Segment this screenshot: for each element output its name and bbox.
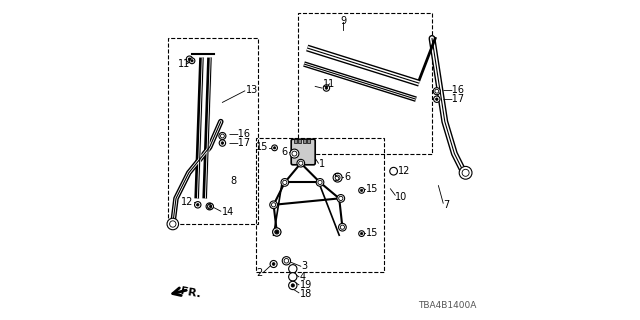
- Circle shape: [273, 228, 280, 236]
- Text: 10: 10: [396, 192, 408, 202]
- Text: 13: 13: [246, 84, 258, 95]
- Circle shape: [272, 145, 278, 151]
- Circle shape: [196, 204, 199, 206]
- FancyBboxPatch shape: [291, 139, 315, 165]
- Text: FR.: FR.: [179, 286, 201, 300]
- Circle shape: [291, 284, 294, 287]
- Text: 4: 4: [300, 272, 306, 282]
- Circle shape: [290, 149, 299, 158]
- Bar: [168, 38, 258, 224]
- Circle shape: [275, 230, 279, 234]
- Circle shape: [339, 223, 346, 231]
- Bar: [298, 13, 432, 154]
- Text: —16: —16: [442, 85, 464, 95]
- Circle shape: [207, 204, 212, 208]
- Text: 19: 19: [300, 280, 312, 291]
- Text: 7: 7: [443, 200, 449, 210]
- Bar: [307, 139, 310, 143]
- Circle shape: [281, 179, 289, 186]
- Circle shape: [289, 273, 297, 281]
- Circle shape: [189, 58, 195, 64]
- Circle shape: [390, 167, 397, 175]
- Bar: [294, 139, 297, 143]
- Circle shape: [270, 201, 278, 209]
- Circle shape: [271, 203, 276, 207]
- Circle shape: [283, 180, 287, 185]
- Circle shape: [434, 96, 440, 102]
- Circle shape: [273, 147, 276, 149]
- Text: 15: 15: [366, 228, 379, 238]
- Bar: [303, 139, 306, 143]
- Circle shape: [270, 260, 277, 268]
- Circle shape: [289, 281, 297, 290]
- Circle shape: [170, 221, 176, 227]
- Text: 18: 18: [300, 289, 312, 299]
- Text: 11: 11: [178, 59, 191, 69]
- Circle shape: [191, 60, 193, 62]
- Circle shape: [272, 263, 275, 265]
- Circle shape: [273, 228, 281, 236]
- Circle shape: [186, 56, 193, 62]
- Circle shape: [359, 188, 365, 193]
- Text: 11: 11: [323, 79, 335, 89]
- Circle shape: [195, 202, 201, 208]
- Circle shape: [433, 88, 440, 95]
- Text: 15: 15: [366, 184, 379, 195]
- Circle shape: [340, 225, 344, 229]
- Text: —16: —16: [229, 129, 251, 139]
- Circle shape: [462, 169, 469, 176]
- Circle shape: [220, 134, 225, 138]
- Bar: [256, 138, 384, 272]
- Text: 6: 6: [282, 147, 288, 157]
- Circle shape: [221, 142, 224, 144]
- Circle shape: [206, 203, 213, 210]
- Circle shape: [282, 257, 291, 265]
- Circle shape: [207, 204, 214, 209]
- Circle shape: [339, 196, 343, 201]
- Text: 1: 1: [319, 159, 326, 169]
- Text: 3: 3: [301, 261, 308, 271]
- Circle shape: [219, 132, 226, 140]
- Bar: [298, 139, 301, 143]
- Circle shape: [325, 87, 328, 89]
- Text: TBA4B1400A: TBA4B1400A: [419, 301, 477, 310]
- Circle shape: [297, 159, 305, 167]
- Circle shape: [209, 205, 212, 208]
- Circle shape: [275, 230, 278, 234]
- Circle shape: [299, 161, 303, 165]
- Circle shape: [337, 195, 344, 202]
- Circle shape: [323, 85, 330, 91]
- Text: 2: 2: [256, 268, 262, 278]
- Text: 12: 12: [398, 166, 411, 176]
- Text: 12: 12: [180, 197, 193, 207]
- Circle shape: [436, 98, 438, 100]
- Circle shape: [167, 218, 179, 230]
- Circle shape: [318, 180, 322, 185]
- Circle shape: [188, 58, 191, 60]
- Text: 5: 5: [333, 172, 339, 183]
- Circle shape: [335, 175, 340, 180]
- Circle shape: [360, 232, 363, 235]
- Text: 8: 8: [230, 176, 237, 186]
- Circle shape: [359, 231, 365, 236]
- Text: 15: 15: [257, 141, 269, 152]
- Text: 14: 14: [222, 207, 234, 217]
- Circle shape: [289, 265, 297, 273]
- Text: 6: 6: [344, 172, 351, 182]
- Circle shape: [435, 89, 439, 93]
- Circle shape: [333, 173, 342, 182]
- Text: —17: —17: [442, 94, 465, 104]
- Circle shape: [292, 151, 297, 156]
- Circle shape: [219, 140, 226, 146]
- Circle shape: [360, 189, 363, 192]
- Text: 9: 9: [340, 16, 346, 26]
- Circle shape: [316, 179, 324, 186]
- Circle shape: [284, 259, 289, 263]
- Circle shape: [460, 166, 472, 179]
- Text: —17: —17: [229, 138, 251, 148]
